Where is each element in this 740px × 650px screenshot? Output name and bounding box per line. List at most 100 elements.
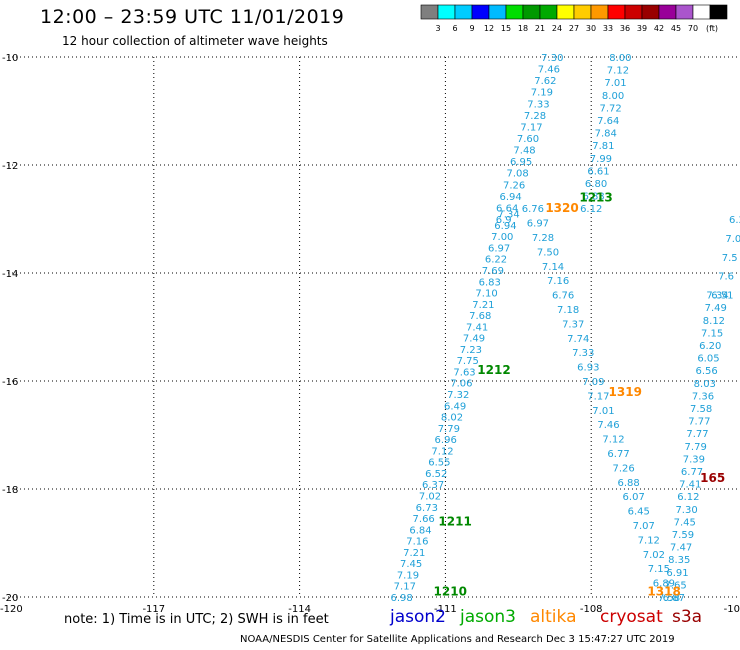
colorbar-swatch (590, 4, 609, 20)
wave-height-value: 6.96 (435, 435, 457, 446)
colorbar-label: (ft) (706, 24, 718, 33)
wave-height-value: 7.64 (597, 116, 619, 127)
wave-height-value: 7.46 (538, 65, 560, 76)
wave-height-value: 7.68 (469, 311, 491, 322)
wave-height-value: 7.37 (562, 319, 584, 330)
wave-height-value: 7.16 (547, 276, 569, 287)
colorbar-label: 45 (671, 24, 681, 33)
wave-height-value: 7.72 (600, 103, 622, 114)
wave-height-value: 7.17 (520, 122, 542, 133)
wave-height-value: 6.77 (607, 449, 629, 460)
wave-height-value: 7.45 (674, 517, 696, 528)
colorbar-swatch (505, 4, 524, 20)
wave-height-value: 7.65 (665, 580, 687, 591)
legend-altika: altika (530, 607, 577, 627)
pass-time-label: 1320 (545, 201, 578, 215)
wave-height-value: 7.01 (604, 78, 626, 89)
pass-time-label: 1210 (434, 585, 467, 599)
wave-height-value: 7.58 (690, 404, 712, 415)
wave-height-value: 7.6 (718, 272, 734, 283)
wave-height-value: 6.61 (587, 166, 609, 177)
wave-height-value: 6.98 (391, 593, 413, 604)
wave-height-value: 7.69 (482, 266, 504, 277)
wave-height-value: 7.79 (685, 442, 707, 453)
wave-height-value: 6.64 (496, 203, 518, 214)
y-tick-label: -10 (2, 53, 18, 64)
wave-height-value: 6.55 (428, 458, 450, 469)
wave-height-value: 7.02 (643, 550, 665, 561)
wave-height-value: 7.01 (592, 406, 614, 417)
colorbar-swatch (522, 4, 541, 20)
wave-height-value: 6.87 (663, 593, 685, 604)
colorbar-swatch (488, 4, 507, 20)
colorbar-label: 9 (469, 24, 474, 33)
wave-height-value: 6.83 (582, 192, 604, 203)
chart-subtitle: 12 hour collection of altimeter wave hei… (62, 34, 328, 48)
wave-height-value: 7.59 (672, 530, 694, 541)
colorbar-label: 3 (435, 24, 440, 33)
wave-height-value: 7.66 (413, 514, 435, 525)
x-tick-label: -10 (724, 604, 740, 615)
wave-height-value: 6.76 (552, 291, 574, 302)
wave-height-value: 7.50 (537, 247, 559, 258)
wave-height-value: 7.19 (397, 570, 419, 581)
colorbar-label: 24 (552, 24, 562, 33)
wave-height-value: 7.60 (517, 134, 539, 145)
colorbar-swatch (607, 4, 626, 20)
wave-height-value: 7.21 (403, 548, 425, 559)
wave-height-value: 7.17 (587, 391, 609, 402)
wave-height-value: 7.46 (597, 420, 619, 431)
wave-height-value: 7.16 (406, 537, 428, 548)
wave-height-value: 7.41 (679, 480, 701, 491)
wave-height-value: 7.58 (658, 593, 680, 604)
chart-title: 12:00 – 23:59 UTC 11/01/2019 (40, 6, 345, 28)
colorbar-swatch (675, 4, 694, 20)
chart-marks: 7.307.467.627.197.337.287.177.607.486.95… (391, 53, 740, 604)
wave-height-value: 6.07 (623, 492, 645, 503)
wave-height-value: 6.05 (697, 354, 719, 365)
wave-height-value: 7.49 (463, 334, 485, 345)
wave-height-value: 7.39 (683, 454, 705, 465)
colorbar-swatch (624, 4, 643, 20)
x-tick-label: -120 (0, 604, 23, 615)
wave-height-value: 7.17 (394, 582, 416, 593)
wave-height-value: 6.12 (580, 204, 602, 215)
colorbar-swatch (556, 4, 575, 20)
wave-height-value: 6.80 (585, 179, 607, 190)
colorbar-label: 12 (484, 24, 494, 33)
wave-height-value: 7.81 (592, 141, 614, 152)
wave-height-value: 6.12 (677, 492, 699, 503)
wave-height-value: 7.63 (453, 367, 475, 378)
wave-height-value: 8.12 (703, 316, 725, 327)
wave-height-value: 7.09 (582, 377, 604, 388)
pass-time-label: 1212 (477, 363, 510, 377)
chart-axes: -120 -117 -114 -111 -108 -10 -10 -12 -14 -16 -18 -2… (0, 53, 740, 615)
colorbar-swatch (454, 4, 473, 20)
wave-height-value: 6.89 (653, 579, 675, 590)
x-tick-label: -111 (434, 604, 457, 615)
wave-height-value: 7.77 (686, 429, 708, 440)
wave-height-value: 7.28 (532, 233, 554, 244)
x-tick-label: -117 (142, 604, 165, 615)
colorbar-swatch (709, 4, 728, 20)
wave-height-value: 7.06 (450, 379, 472, 390)
legend-s3a: s3a (672, 607, 703, 627)
wave-height-value: 7.32 (447, 390, 469, 401)
wave-height-value: 7.10 (475, 289, 497, 300)
colorbar-swatch (437, 4, 456, 20)
colorbar-label: 70 (688, 24, 698, 33)
wave-height-value: 8.03 (694, 379, 716, 390)
legend-jason3: jason3 (460, 607, 516, 627)
colorbar-label: 21 (535, 24, 545, 33)
wave-height-value: 7.33 (527, 99, 549, 110)
wave-height-value: 7.30 (541, 53, 563, 64)
wave-height-value: 6.94 (494, 221, 516, 232)
colorbar-swatch (471, 4, 490, 20)
legend-cryosat: cryosat (600, 607, 663, 627)
wave-height-value: 6.97 (488, 243, 510, 254)
wave-height-value: 6.91 (666, 568, 688, 579)
y-tick-label: -12 (2, 161, 18, 172)
colorbar-label: 6 (452, 24, 457, 33)
pass-time-label: 1213 (579, 190, 612, 204)
x-tick-label: -114 (288, 604, 311, 615)
